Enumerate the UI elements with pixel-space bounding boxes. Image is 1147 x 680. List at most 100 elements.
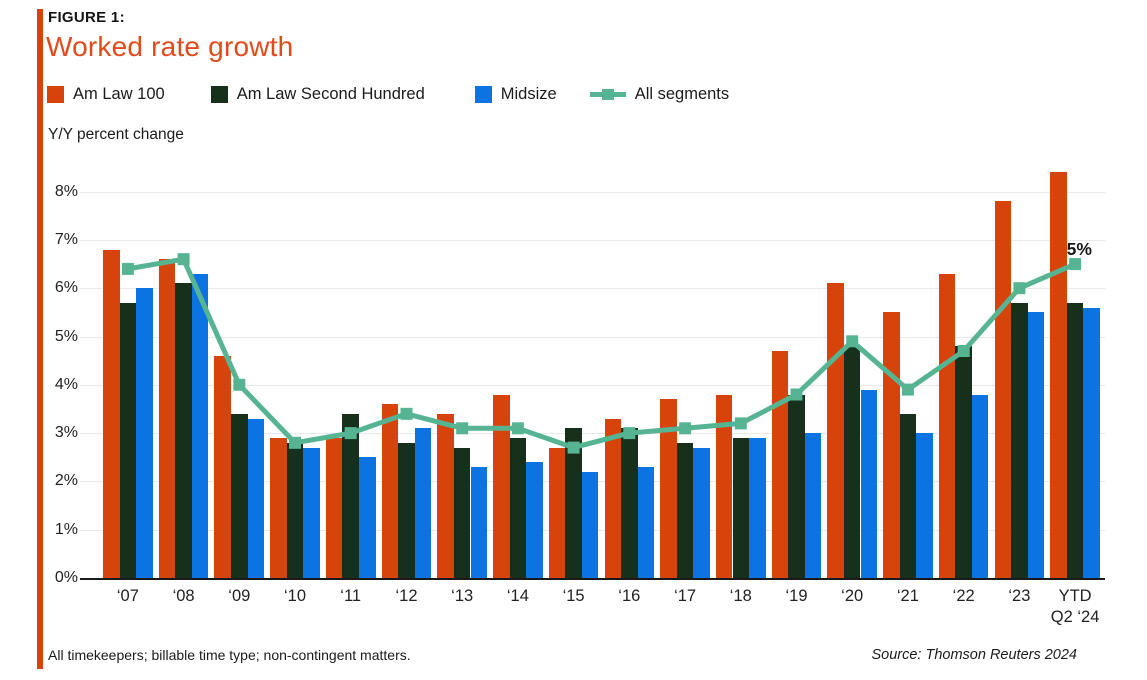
bar-am-law-100-4 [325,437,343,578]
bar-am-law-second-hundred-16 [1011,302,1028,578]
bar-midsize-15 [971,394,989,578]
bar-am-law-second-hundred-1 [175,283,192,578]
chart-legend: Am Law 100 Am Law Second Hundred Midsize Al… [47,84,729,104]
x-tick-label-7: ‘14 [506,587,529,605]
x-tick-label-4: ‘11 [340,587,362,605]
y-tick-label-8pct: 8% [54,182,78,200]
bar-am-law-second-hundred-5 [398,442,415,578]
x-tick-label-17: YTD Q2 ‘24 [1050,587,1100,626]
bar-am-law-100-7 [493,394,510,578]
bar-am-law-100-15 [938,273,956,578]
bar-midsize-14 [916,433,933,578]
x-tick-label-5: ‘12 [395,587,418,605]
x-tick-label-15: ‘22 [952,587,975,605]
legend-label: Midsize [500,84,557,103]
y-axis-note: Y/Y percent change [48,126,184,143]
legend-item-midsize: Midsize [474,84,557,104]
legend-label: Am Law Second Hundred [236,84,425,103]
bar-am-law-second-hundred-11 [732,437,750,578]
figure-title: Worked rate growth [46,31,294,62]
bar-midsize-13 [860,389,878,578]
square-swatch-icon [47,85,64,103]
bar-am-law-second-hundred-0 [119,302,137,578]
line-marker-11 [734,417,747,430]
footnote: All timekeepers; billable time type; non… [48,647,411,663]
figure-kicker: FIGURE 1: [48,9,125,26]
x-tick-label-14: ‘21 [896,587,919,605]
line-marker-0 [121,262,134,275]
gridline-7pct [80,239,1105,241]
bar-am-law-second-hundred-9 [621,428,638,578]
bar-am-law-100-11 [715,394,733,578]
bar-am-law-second-hundred-8 [565,428,582,578]
bar-am-law-second-hundred-10 [676,442,694,578]
legend-item-am-law-second-hundred: Am Law Second Hundred [210,84,425,104]
bar-midsize-3 [303,447,320,578]
bar-am-law-second-hundred-14 [899,413,917,578]
bar-midsize-6 [470,466,488,578]
bar-am-law-100-14 [883,312,900,578]
x-tick-label-0: ‘07 [116,587,139,605]
bar-am-law-100-6 [437,413,454,578]
bar-am-law-100-5 [381,404,399,578]
bar-midsize-9 [637,466,655,578]
y-tick-label-1pct: 1% [54,520,78,538]
bar-am-law-second-hundred-6 [453,447,471,578]
bar-am-law-100-0 [103,249,120,578]
bar-am-law-second-hundred-2 [231,413,248,578]
square-swatch-icon [210,85,228,103]
bar-midsize-8 [581,471,599,578]
line-marker-5 [400,407,413,420]
x-tick-label-10: ‘17 [674,587,697,605]
bar-midsize-17 [1083,307,1100,578]
x-axis-line [80,578,1105,580]
x-tick-label-6: ‘13 [451,587,474,605]
source-credit: Source: Thomson Reuters 2024 [871,647,1077,663]
bar-am-law-100-9 [604,418,622,578]
bar-am-law-100-10 [660,399,677,578]
legend-item-all-segments: All segments [589,84,730,104]
y-tick-label-2pct: 2% [54,472,78,490]
gridline-8pct [80,191,1105,193]
bar-am-law-second-hundred-17 [1066,302,1084,578]
bar-midsize-10 [693,447,710,578]
x-tick-label-2: ‘09 [228,587,251,605]
bar-midsize-0 [136,288,153,578]
legend-item-am-law-100: Am Law 100 [47,85,165,104]
y-tick-label-6pct: 6% [54,279,78,297]
x-tick-label-16: ‘23 [1008,587,1031,605]
left-accent-bar [37,9,43,669]
x-tick-label-9: ‘16 [618,587,641,605]
bar-am-law-100-17 [1050,172,1067,578]
bar-am-law-100-2 [214,355,231,578]
y-tick-label-5pct: 5% [54,327,78,345]
bar-am-law-100-3 [270,437,287,578]
bar-am-law-100-1 [158,259,176,578]
legend-line-square [601,88,614,100]
bar-midsize-4 [359,457,376,579]
bar-am-law-100-12 [771,351,789,578]
y-tick-label-7pct: 7% [54,230,78,248]
square-swatch-icon [474,85,492,103]
x-tick-label-1: ‘08 [172,587,195,605]
bar-am-law-second-hundred-12 [788,394,805,578]
bar-am-law-100-8 [548,447,566,578]
line-marker-1 [177,253,190,266]
bar-am-law-second-hundred-4 [342,413,359,578]
x-tick-label-8: ‘15 [562,587,585,605]
legend-label: Am Law 100 [73,84,165,103]
legend-label: All segments [634,84,730,103]
x-tick-label-12: ‘19 [785,587,808,605]
bar-midsize-11 [749,437,766,578]
x-tick-label-11: ‘18 [729,587,752,605]
bar-midsize-7 [526,462,543,578]
x-tick-label-13: ‘20 [841,587,864,605]
bar-am-law-second-hundred-15 [955,346,972,578]
bar-midsize-2 [247,418,265,578]
bar-midsize-16 [1027,312,1045,578]
y-tick-label-3pct: 3% [54,424,78,442]
x-tick-label-3: ‘10 [283,587,307,605]
bar-midsize-5 [414,428,432,578]
bar-am-law-100-16 [994,201,1012,578]
